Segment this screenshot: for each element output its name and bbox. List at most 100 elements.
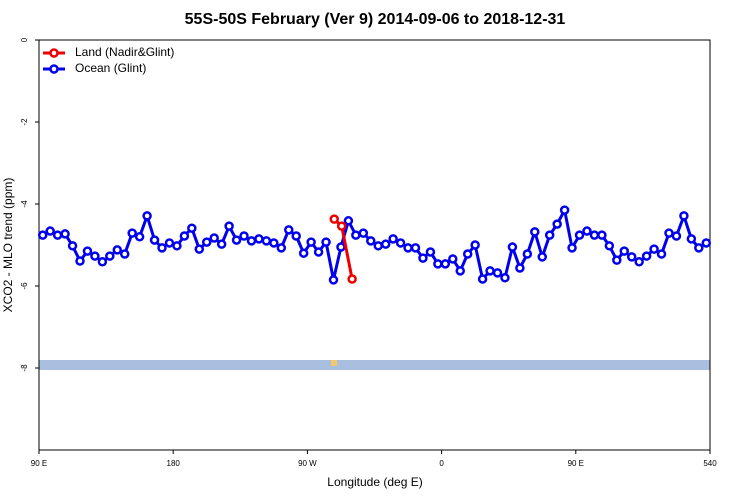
- point: [366, 236, 376, 246]
- point: [418, 253, 428, 263]
- x-tick-label: 90 E: [568, 459, 584, 468]
- point: [485, 266, 495, 276]
- point: [254, 234, 264, 244]
- point: [701, 238, 712, 248]
- point: [567, 243, 577, 253]
- point: [537, 252, 547, 262]
- point: [634, 257, 644, 267]
- chart-title: 55S-50S February (Ver 9) 2014-09-06 to 2…: [185, 11, 566, 28]
- x-tick-label: 90 E: [31, 459, 47, 468]
- y-tick-label: -6: [20, 282, 29, 290]
- point: [313, 247, 324, 257]
- point: [425, 247, 436, 257]
- point: [641, 251, 652, 261]
- point: [544, 230, 555, 240]
- point: [358, 228, 369, 238]
- point: [410, 243, 421, 253]
- point: [612, 255, 622, 265]
- point: [679, 211, 689, 221]
- point: [455, 266, 465, 276]
- point: [298, 248, 309, 258]
- legend-marker: [49, 48, 59, 58]
- y-tick-label: -2: [20, 118, 29, 126]
- point: [172, 241, 182, 251]
- point: [37, 230, 48, 240]
- y-tick-label: -4: [20, 200, 29, 208]
- x-tick-label: 0: [439, 459, 444, 468]
- point: [202, 237, 212, 247]
- x-tick-label: 180: [167, 459, 181, 468]
- point: [97, 257, 108, 267]
- point: [351, 230, 361, 240]
- point: [90, 251, 100, 261]
- point: [261, 236, 272, 246]
- point: [105, 251, 115, 261]
- point: [343, 216, 354, 226]
- point: [284, 225, 294, 235]
- point: [231, 235, 242, 245]
- point: [209, 233, 219, 243]
- point: [448, 254, 458, 264]
- point: [239, 231, 249, 241]
- point: [597, 230, 607, 240]
- point: [574, 230, 585, 240]
- point: [462, 249, 473, 259]
- point: [440, 259, 451, 269]
- point: [329, 214, 339, 224]
- point: [671, 231, 682, 241]
- point: [149, 235, 160, 245]
- y-tick-label: 0: [20, 37, 29, 42]
- point: [649, 244, 659, 254]
- y-axis-label: XCO2 - MLO trend (ppm): [1, 178, 15, 313]
- point: [604, 241, 615, 251]
- point: [347, 274, 357, 284]
- point: [373, 241, 383, 251]
- point: [619, 246, 630, 256]
- legend-label: Ocean (Glint): [75, 61, 146, 75]
- point: [694, 243, 704, 253]
- point: [492, 268, 503, 278]
- point: [112, 245, 123, 255]
- point: [507, 242, 518, 252]
- point: [82, 246, 93, 256]
- point: [626, 252, 637, 262]
- point: [328, 275, 339, 285]
- land-patch: [331, 360, 337, 366]
- point: [60, 229, 70, 239]
- point: [321, 237, 331, 247]
- point: [552, 219, 562, 229]
- point: [276, 243, 287, 253]
- point: [656, 249, 667, 259]
- point: [75, 256, 85, 266]
- x-tick-label: 540: [703, 459, 717, 468]
- point: [187, 223, 197, 233]
- point: [336, 221, 347, 231]
- point: [500, 273, 510, 283]
- x-axis-label: Longitude (deg E): [327, 475, 422, 489]
- point: [134, 232, 145, 242]
- point: [403, 243, 413, 253]
- point: [433, 259, 443, 269]
- y-tick-label: -8: [20, 364, 29, 372]
- point: [142, 211, 152, 221]
- point: [164, 238, 175, 248]
- point: [477, 274, 488, 284]
- point: [380, 239, 391, 249]
- point: [664, 228, 674, 238]
- point: [336, 242, 346, 252]
- point: [306, 237, 316, 247]
- point: [522, 249, 533, 259]
- point: [224, 221, 234, 231]
- latitude-band: [39, 360, 710, 370]
- point: [157, 243, 167, 253]
- point: [589, 230, 600, 240]
- point: [246, 236, 257, 246]
- point: [470, 240, 480, 250]
- point: [67, 241, 78, 251]
- legend-marker: [49, 64, 59, 74]
- point: [216, 239, 227, 249]
- point: [515, 263, 525, 273]
- point: [269, 238, 279, 248]
- point: [559, 205, 570, 215]
